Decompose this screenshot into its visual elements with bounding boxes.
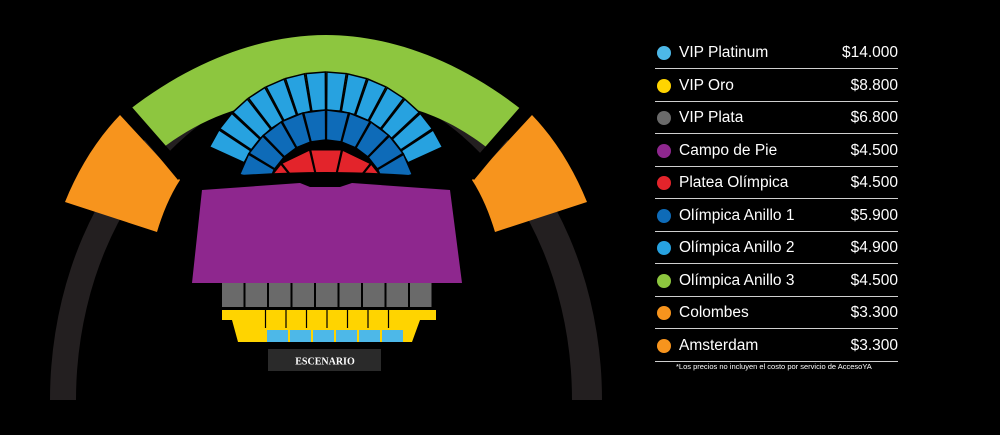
seat-block[interactable]: [386, 283, 409, 307]
seat-block[interactable]: [245, 283, 268, 307]
legend-section-price: $5.900: [850, 206, 898, 224]
legend-section-price: $4.500: [850, 174, 898, 191]
legend-section-name: Colombes: [679, 304, 749, 321]
legend-section-name: Olímpica Anillo 1: [679, 206, 795, 224]
legend-section-price: $14.000: [841, 44, 898, 61]
legend-row: Olímpica Anillo 3 $4.500: [655, 266, 898, 297]
legend-section-price: $4.500: [850, 141, 898, 159]
seat-block[interactable]: [359, 330, 380, 342]
seat-block[interactable]: [382, 330, 403, 342]
venue-map: ESCENARIO: [50, 35, 602, 400]
seat-block[interactable]: [290, 330, 311, 342]
price-legend: VIP Platinum $14.000 VIP Oro $8.800 VIP Plat…: [655, 38, 898, 363]
seat-block[interactable]: [267, 330, 288, 342]
legend-section-price: $4.500: [850, 271, 898, 289]
legend-color-dot: [657, 143, 671, 158]
section-colombes[interactable]: [65, 115, 180, 232]
legend-color-dot: [657, 78, 671, 93]
seat-block[interactable]: [336, 330, 357, 342]
legend-color-dot: [657, 111, 671, 125]
legend-section-name: VIP Oro: [679, 76, 734, 94]
legend-row: Platea Olímpica $4.500: [655, 168, 898, 199]
legend-color-dot: [657, 338, 671, 353]
legend-section-price: $3.300: [850, 336, 898, 354]
legend-color-dot: [657, 241, 671, 255]
legend-row: Campo de Pie $4.500: [655, 136, 898, 167]
legend-section-price: $8.800: [850, 76, 898, 94]
legend-section-name: Campo de Pie: [679, 141, 778, 159]
legend-row: Colombes $3.300: [655, 298, 898, 329]
seat-block[interactable]: [269, 283, 291, 307]
separator-left: [120, 106, 187, 180]
legend-section-name: VIP Platinum: [679, 44, 769, 61]
legend-section-price: $6.800: [850, 109, 898, 126]
legend-section-name: Amsterdam: [679, 336, 759, 354]
seat-block[interactable]: [316, 283, 338, 307]
section-vip-platinum[interactable]: [267, 330, 403, 342]
stage: [268, 349, 381, 371]
legend-row: Olímpica Anillo 2 $4.900: [655, 233, 898, 264]
seat-block[interactable]: [363, 283, 385, 307]
seat-block[interactable]: [313, 330, 334, 342]
legend-section-price: $4.900: [850, 239, 898, 256]
price-disclaimer: *Los precios no incluyen el costo por se…: [676, 362, 872, 371]
legend-color-dot: [657, 208, 671, 223]
legend-row: Olímpica Anillo 1 $5.900: [655, 201, 898, 232]
seat-block[interactable]: [222, 283, 244, 307]
legend-section-name: VIP Plata: [679, 109, 744, 126]
legend-section-price: $3.300: [850, 304, 898, 321]
legend-color-dot: [657, 46, 671, 60]
section-vip-plata[interactable]: [222, 283, 432, 307]
seat-block[interactable]: [410, 283, 432, 307]
legend-section-name: Olímpica Anillo 2: [679, 239, 795, 256]
separator-right: [465, 106, 532, 180]
legend-section-name: Olímpica Anillo 3: [679, 271, 795, 289]
seat-block[interactable]: [292, 283, 315, 307]
section-amsterdam[interactable]: [472, 115, 587, 232]
legend-color-dot: [657, 273, 671, 288]
stage-label: ESCENARIO: [295, 357, 355, 368]
legend-row: VIP Plata $6.800: [655, 103, 898, 134]
seat-block[interactable]: [339, 283, 362, 307]
legend-row: VIP Platinum $14.000: [655, 38, 898, 69]
legend-section-name: Platea Olímpica: [679, 174, 789, 191]
legend-color-dot: [657, 306, 671, 320]
legend-row: VIP Oro $8.800: [655, 71, 898, 102]
section-campo-de-pie[interactable]: [192, 183, 462, 283]
legend-row: Amsterdam $3.300: [655, 331, 898, 362]
legend-color-dot: [657, 176, 671, 190]
